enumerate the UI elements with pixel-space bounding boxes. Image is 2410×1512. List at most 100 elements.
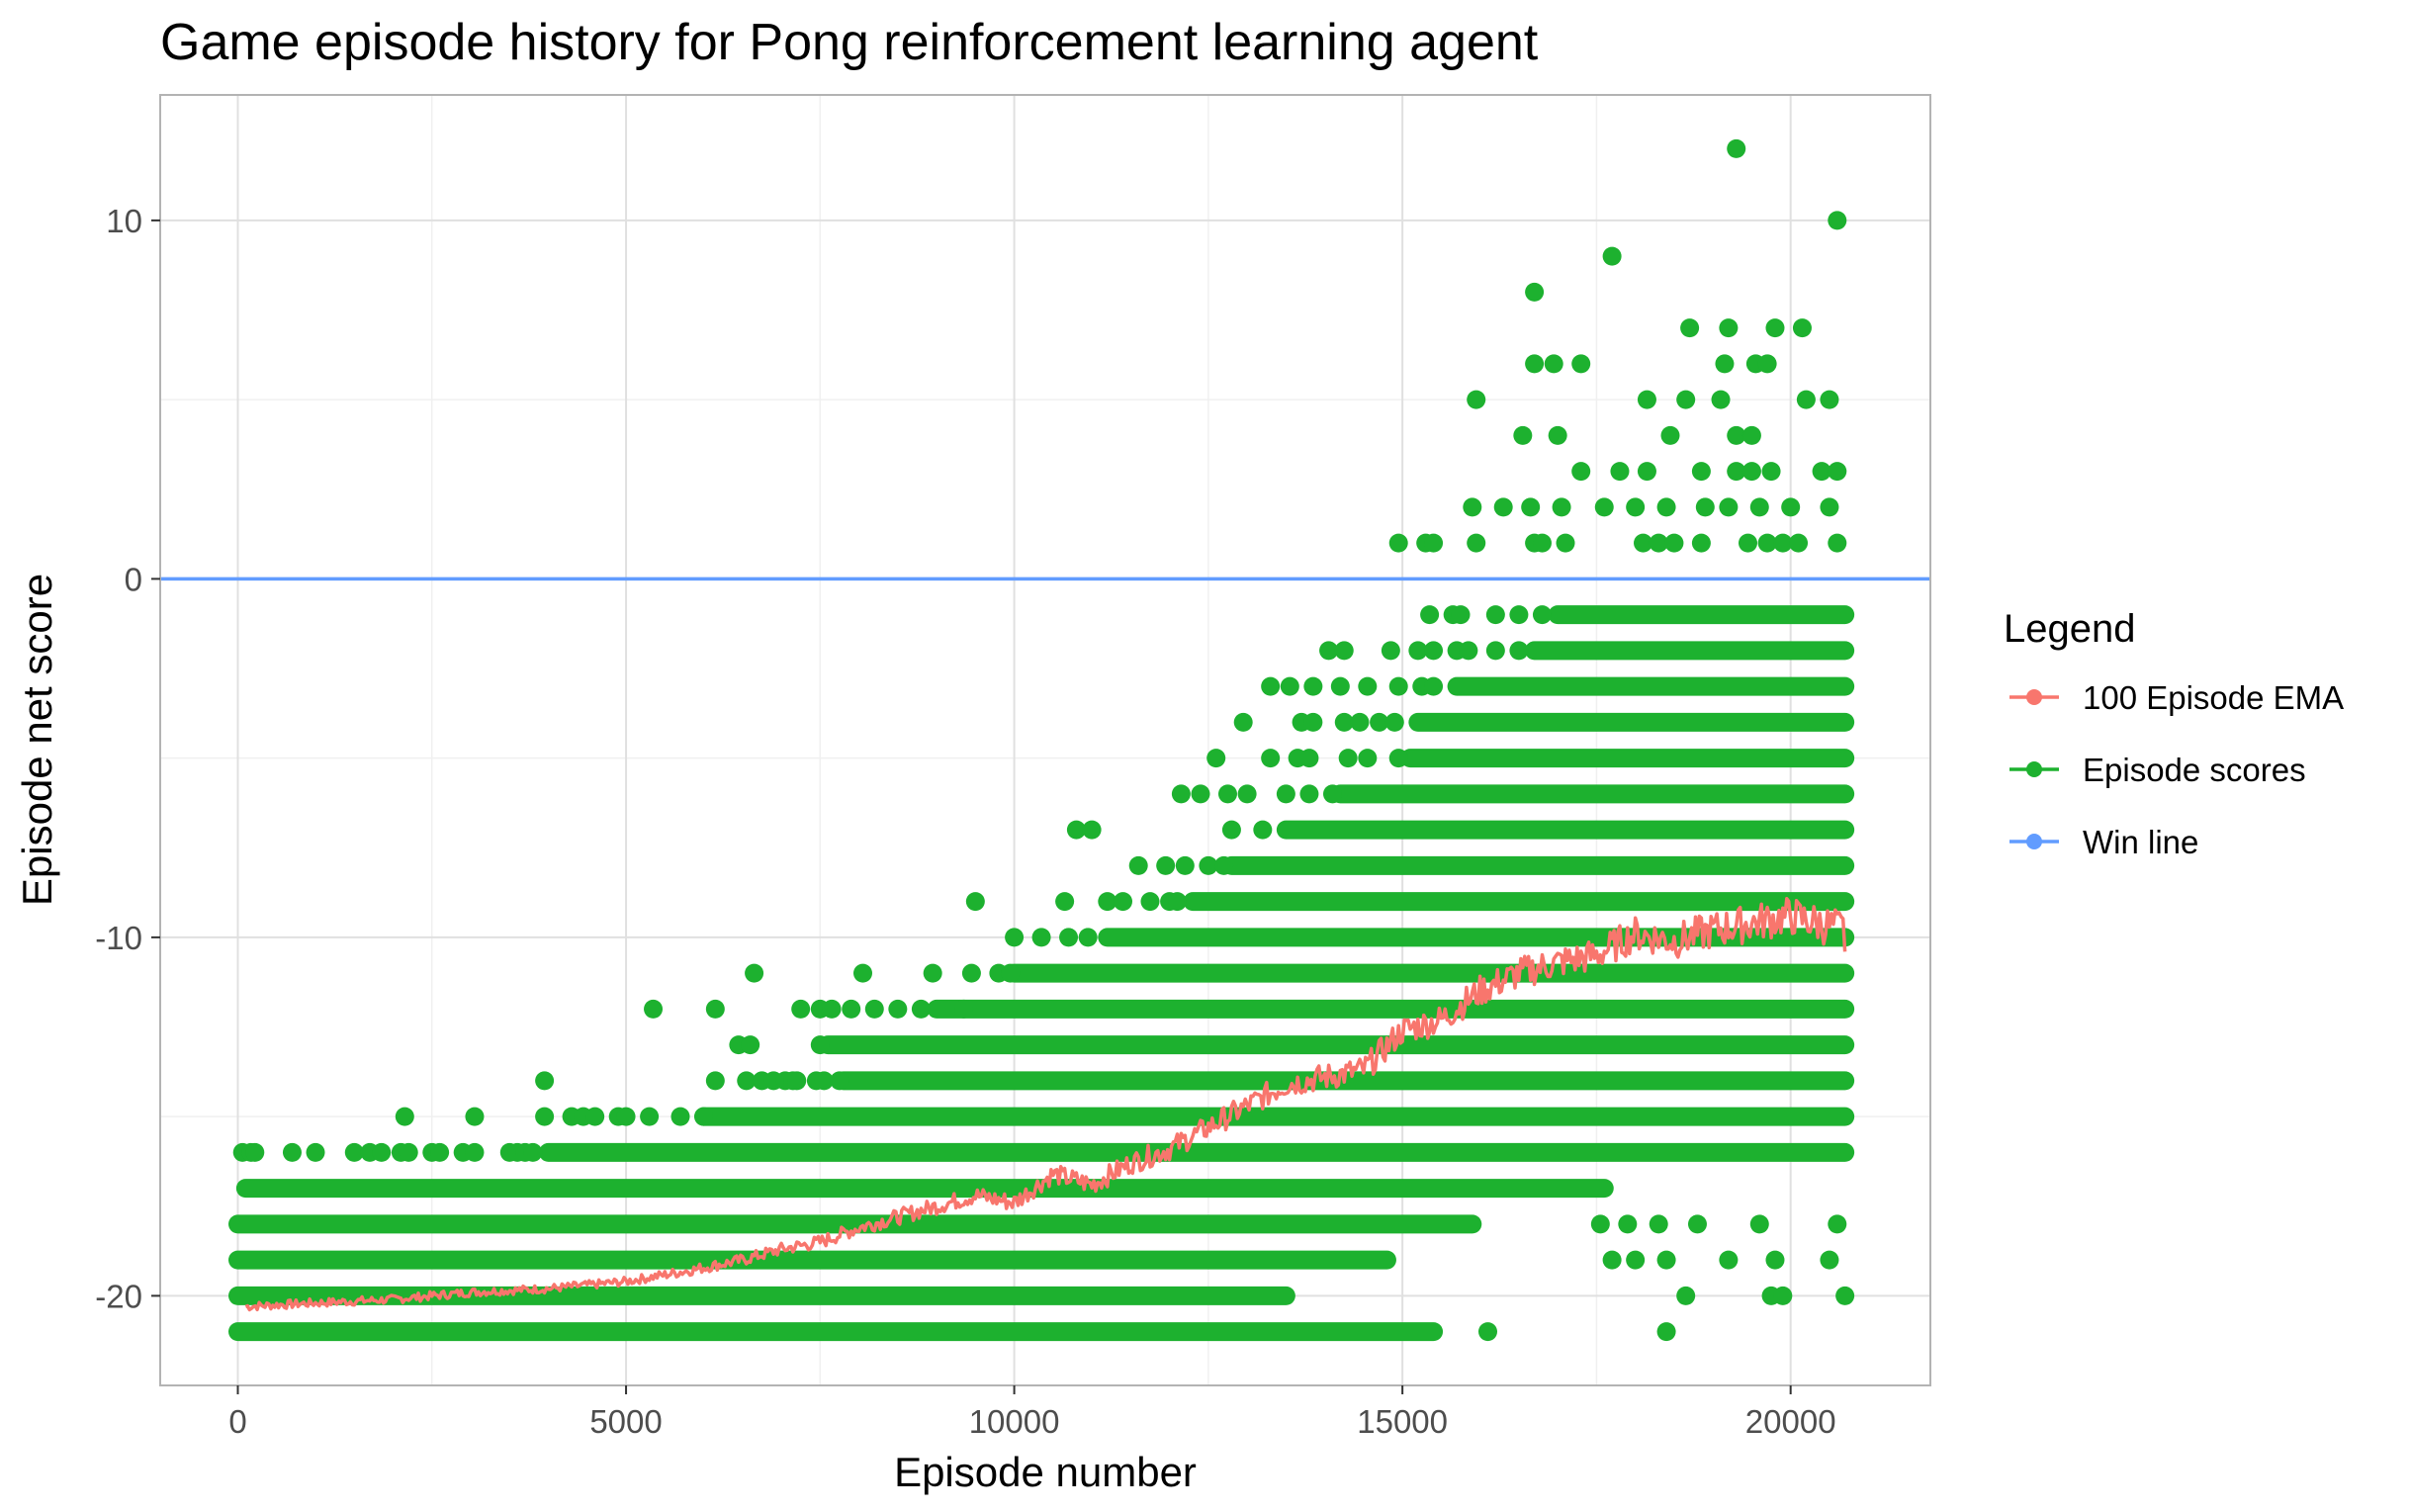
score-point <box>372 1142 392 1162</box>
score-point <box>1602 246 1622 266</box>
score-point <box>1739 533 1758 553</box>
score-point <box>1509 605 1529 625</box>
x-tick-label: 0 <box>228 1403 246 1440</box>
score-point <box>791 999 811 1019</box>
score-point <box>1206 749 1226 768</box>
score-point <box>1719 318 1739 338</box>
score-point <box>1532 533 1552 553</box>
score-point <box>1757 533 1777 553</box>
score-point <box>282 1142 302 1162</box>
ema-line <box>244 897 1847 1312</box>
score-point <box>1078 928 1098 947</box>
score-point <box>1796 390 1816 409</box>
score-point <box>1217 784 1237 804</box>
score-point <box>1544 354 1563 374</box>
score-point <box>1319 641 1339 661</box>
score-point <box>1082 820 1102 840</box>
score-point <box>1552 497 1571 517</box>
score-point <box>1338 749 1358 768</box>
score-point <box>1828 533 1847 553</box>
score-point <box>1467 533 1486 553</box>
score-point <box>1828 462 1847 482</box>
y-tick-label: -20 <box>95 1278 142 1314</box>
score-point <box>842 999 861 1019</box>
score-point <box>1066 820 1086 840</box>
score-point <box>465 1107 485 1126</box>
score-point <box>1114 892 1133 912</box>
score-point <box>1463 497 1482 517</box>
score-point <box>1820 497 1839 517</box>
score-point <box>1727 462 1746 482</box>
x-tick-label: 10000 <box>969 1403 1060 1440</box>
score-point <box>1253 820 1273 840</box>
score-point <box>911 999 931 1019</box>
score-point <box>1098 892 1117 912</box>
score-point <box>1695 497 1715 517</box>
score-point <box>864 999 884 1019</box>
score-point <box>1408 641 1428 661</box>
score-point <box>888 999 908 1019</box>
score-point <box>1388 749 1408 768</box>
plot-panel <box>160 95 1930 1385</box>
score-point <box>1719 497 1739 517</box>
legend-key-dot <box>2026 689 2042 705</box>
score-point <box>1214 855 1234 875</box>
score-point <box>1828 211 1847 230</box>
score-point <box>822 999 842 1019</box>
chart-title: Game episode history for Pong reinforcem… <box>160 14 1539 71</box>
y-axis-ticks: -20 -10 0 10 <box>95 203 160 1314</box>
score-point <box>1634 533 1653 553</box>
score-point <box>1493 497 1513 517</box>
score-point <box>810 1035 830 1055</box>
legend-key-dot <box>2026 834 2042 849</box>
score-point <box>1261 676 1281 696</box>
score-point <box>1656 497 1676 517</box>
score-point <box>1828 1214 1847 1234</box>
score-point <box>1765 318 1785 338</box>
score-point <box>1005 928 1025 947</box>
score-point <box>1556 533 1575 553</box>
score-point <box>1381 641 1400 661</box>
score-point <box>954 999 974 1019</box>
score-point <box>1548 425 1567 445</box>
score-point <box>1334 712 1354 732</box>
score-point <box>1727 425 1746 445</box>
score-point <box>1358 676 1378 696</box>
score-point <box>1571 462 1591 482</box>
score-point <box>1590 1214 1610 1234</box>
score-point <box>1525 282 1545 302</box>
score-point <box>1637 462 1656 482</box>
score-point <box>644 999 664 1019</box>
score-point <box>1773 1286 1793 1305</box>
score-point <box>1749 497 1769 517</box>
score-point <box>1370 712 1389 732</box>
score-point <box>705 1071 725 1091</box>
score-point <box>344 1142 364 1162</box>
score-point <box>1820 390 1839 409</box>
x-axis-ticks: 0 5000 10000 15000 20000 <box>228 1385 1836 1440</box>
score-point <box>1303 676 1323 696</box>
score-point <box>1350 712 1370 732</box>
score-point <box>1656 1250 1676 1270</box>
score-point <box>830 1071 849 1091</box>
score-point <box>616 1107 636 1126</box>
score-point <box>535 1107 555 1126</box>
score-point <box>1765 1250 1785 1270</box>
score-point <box>1388 533 1408 553</box>
legend-key-dot <box>2026 761 2042 777</box>
score-point <box>1761 462 1781 482</box>
score-point <box>1059 928 1079 947</box>
score-point <box>1715 354 1735 374</box>
score-point <box>1175 855 1195 875</box>
score-point <box>1388 676 1408 696</box>
score-point <box>1485 641 1505 661</box>
score-point <box>1781 497 1801 517</box>
score-point <box>1532 605 1552 625</box>
score-point <box>1719 1250 1739 1270</box>
score-point <box>1757 354 1777 374</box>
score-point <box>1299 749 1319 768</box>
score-point <box>1571 354 1591 374</box>
score-point <box>1594 497 1614 517</box>
score-point <box>1276 784 1295 804</box>
score-point <box>1451 605 1471 625</box>
